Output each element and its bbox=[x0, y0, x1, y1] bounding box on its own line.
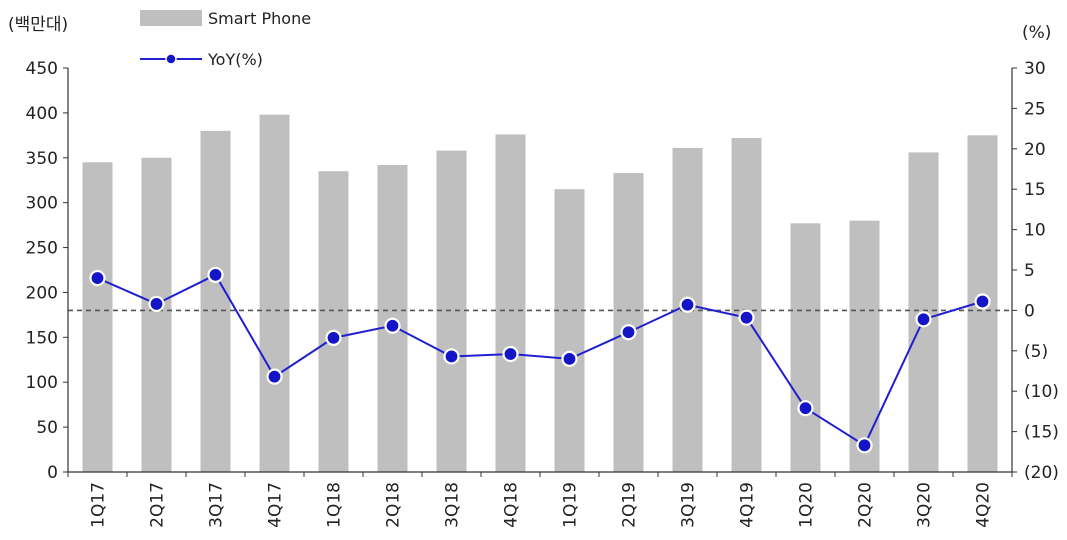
yoy-point-1Q17 bbox=[89, 269, 106, 287]
x-tick-label: 4Q17 bbox=[266, 482, 286, 528]
legend-label-yoy: YoY(%) bbox=[207, 50, 263, 69]
yoy-point-4Q18 bbox=[502, 345, 519, 363]
yoy-point-1Q20 bbox=[797, 400, 814, 417]
x-tick-label: 1Q19 bbox=[561, 482, 581, 528]
bar-2Q20 bbox=[849, 220, 880, 472]
x-tick-label: 1Q17 bbox=[89, 482, 109, 528]
x-tick-label: 4Q20 bbox=[974, 482, 994, 528]
legend-swatch-smart-phone bbox=[140, 10, 202, 26]
right-tick-label: 10 bbox=[1024, 221, 1046, 241]
yoy-point-3Q20 bbox=[915, 311, 932, 328]
yoy-point-4Q20 bbox=[974, 293, 991, 310]
yoy-point-3Q17 bbox=[207, 266, 224, 283]
right-tick-label: 5 bbox=[1024, 261, 1035, 281]
left-tick-label: 150 bbox=[26, 328, 58, 348]
bar-2Q19 bbox=[613, 173, 644, 473]
x-tick-label: 2Q19 bbox=[620, 482, 640, 528]
right-tick-label: (10) bbox=[1024, 382, 1059, 402]
right-tick-label: (5) bbox=[1024, 342, 1048, 362]
yoy-point-2Q19 bbox=[620, 324, 637, 341]
bar-1Q19 bbox=[554, 189, 585, 472]
yoy-series-line bbox=[97, 273, 983, 447]
axes bbox=[63, 67, 1017, 477]
x-tick-label: 4Q18 bbox=[502, 482, 522, 528]
left-tick-label: 0 bbox=[47, 463, 58, 483]
x-tick-label: 4Q19 bbox=[738, 482, 758, 528]
right-tick-label: 20 bbox=[1024, 140, 1046, 160]
bar-1Q17 bbox=[82, 162, 113, 472]
right-tick-label: 15 bbox=[1024, 180, 1046, 200]
left-tick-label: 200 bbox=[26, 283, 58, 303]
bar-3Q17 bbox=[200, 130, 231, 472]
x-tick-label: 2Q17 bbox=[148, 482, 168, 528]
yoy-point-4Q19 bbox=[738, 309, 755, 326]
x-tick-label: 2Q20 bbox=[856, 482, 876, 528]
yoy-point-4Q17 bbox=[266, 368, 283, 385]
left-axis-unit: (백만대) bbox=[8, 15, 68, 35]
left-tick-label: 250 bbox=[26, 239, 58, 259]
bar-2Q17 bbox=[141, 157, 172, 472]
bar-4Q19 bbox=[731, 138, 762, 472]
legend-label-smart-phone: Smart Phone bbox=[208, 9, 311, 28]
labels: 050100150200250300350400450(20)(15)(10)(… bbox=[8, 15, 1059, 528]
x-tick-label: 3Q17 bbox=[207, 482, 227, 528]
x-tick-label: 1Q20 bbox=[797, 482, 817, 528]
bar-1Q18 bbox=[318, 171, 349, 472]
x-tick-label: 3Q19 bbox=[679, 482, 699, 528]
yoy-point-3Q18 bbox=[443, 348, 460, 365]
left-tick-label: 300 bbox=[26, 194, 58, 214]
left-tick-label: 350 bbox=[26, 149, 58, 169]
bars bbox=[82, 114, 998, 473]
right-tick-label: (15) bbox=[1024, 423, 1059, 443]
right-tick-label: (20) bbox=[1024, 463, 1059, 483]
x-tick-label: 2Q18 bbox=[384, 482, 404, 528]
yoy-point-3Q19 bbox=[679, 296, 696, 313]
bar-4Q18 bbox=[495, 134, 526, 473]
right-tick-label: 25 bbox=[1024, 99, 1046, 119]
left-tick-label: 450 bbox=[26, 59, 58, 79]
bar-4Q17 bbox=[259, 114, 290, 472]
legend-swatch-yoy-marker bbox=[165, 53, 177, 65]
bar-3Q18 bbox=[436, 150, 467, 472]
x-tick-label: 3Q20 bbox=[915, 482, 935, 528]
yoy-point-2Q17 bbox=[148, 295, 165, 313]
left-tick-label: 50 bbox=[36, 418, 58, 438]
x-tick-label: 3Q18 bbox=[443, 482, 463, 528]
yoy-point-1Q18 bbox=[325, 329, 342, 346]
left-tick-label: 100 bbox=[26, 373, 58, 393]
bar-1Q20 bbox=[790, 223, 821, 472]
legend: Smart Phone YoY(%) bbox=[140, 9, 311, 69]
yoy-point-1Q19 bbox=[561, 350, 578, 367]
right-tick-label: 30 bbox=[1024, 59, 1046, 79]
left-tick-label: 400 bbox=[26, 104, 58, 124]
right-tick-label: 0 bbox=[1024, 301, 1035, 321]
yoy-point-2Q18 bbox=[384, 317, 401, 334]
x-tick-label: 1Q18 bbox=[325, 482, 345, 528]
right-axis-unit: (%) bbox=[1022, 23, 1051, 43]
yoy-point-2Q20 bbox=[856, 437, 873, 454]
yoy-line bbox=[89, 266, 991, 454]
